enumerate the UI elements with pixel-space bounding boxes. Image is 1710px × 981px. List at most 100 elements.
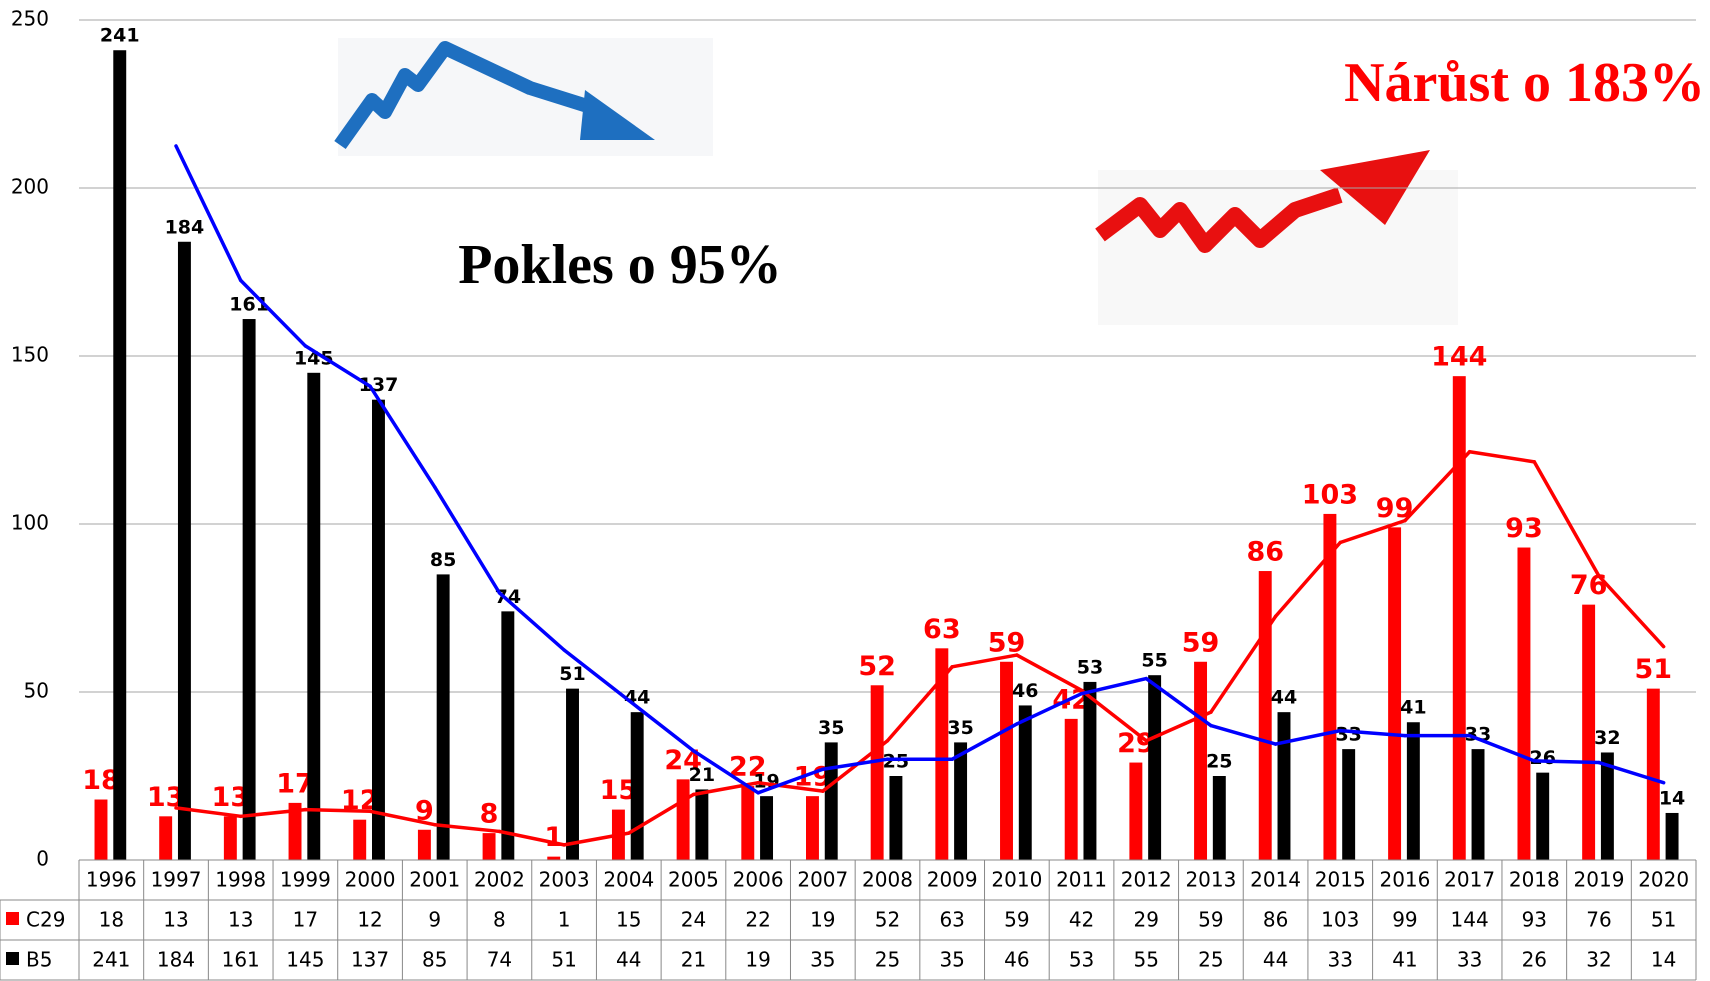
bar	[243, 319, 256, 860]
data-label: 32	[1594, 727, 1620, 749]
data-label: 52	[858, 651, 896, 682]
x-tick-label: 2006	[733, 868, 784, 892]
table-cell: 161	[222, 948, 260, 972]
bar	[1342, 749, 1355, 860]
trend-line	[305, 810, 370, 812]
bar	[353, 820, 366, 860]
bar	[501, 611, 514, 860]
table-cell: 86	[1263, 908, 1288, 932]
bar	[1083, 682, 1096, 860]
table-cell: 25	[875, 948, 900, 972]
bar	[224, 816, 237, 860]
x-tick-label: 2013	[1185, 868, 1236, 892]
bar	[547, 857, 560, 860]
data-label: 25	[1206, 751, 1232, 773]
bar	[483, 833, 496, 860]
x-tick-label: 1998	[215, 868, 266, 892]
x-tick-label: 2002	[474, 868, 525, 892]
data-label: 35	[818, 717, 844, 739]
bar	[1194, 662, 1207, 860]
x-tick-label: 2012	[1121, 868, 1172, 892]
table-cell: 74	[487, 948, 512, 972]
data-label: 53	[1077, 656, 1103, 678]
table-cell: 8	[493, 908, 506, 932]
data-label: 35	[947, 717, 973, 739]
x-tick-label: 2017	[1444, 868, 1495, 892]
bar	[1278, 712, 1291, 860]
table-cell: 63	[939, 908, 964, 932]
table-cell: 41	[1392, 948, 1417, 972]
y-tick-label: 100	[11, 511, 49, 535]
data-label: 33	[1335, 724, 1361, 746]
x-tick-label: 2014	[1250, 868, 1301, 892]
table-cell: 26	[1522, 948, 1547, 972]
bar	[825, 742, 838, 860]
data-label: 44	[1271, 687, 1297, 709]
decline-icon	[338, 38, 713, 156]
data-label: 76	[1570, 570, 1608, 601]
bar	[418, 830, 431, 860]
table-cell: 17	[293, 908, 318, 932]
table-cell: 42	[1069, 908, 1094, 932]
table-cell: 144	[1451, 908, 1489, 932]
table-cell: 59	[1004, 908, 1029, 932]
data-label: 1	[544, 822, 563, 853]
page: {"chart_data": {"type": "bar", "annotati…	[0, 0, 1710, 981]
legend-label: B5	[26, 948, 52, 972]
table-cell: 85	[422, 948, 447, 972]
x-tick-label: 1997	[151, 868, 202, 892]
table-cell: 44	[616, 948, 641, 972]
data-label: 41	[1400, 697, 1426, 719]
table-cell: 29	[1133, 908, 1158, 932]
table-cell: 14	[1651, 948, 1676, 972]
table-cell: 59	[1198, 908, 1223, 932]
bar	[695, 789, 708, 860]
data-label: 25	[883, 751, 909, 773]
trend-line	[1534, 761, 1599, 763]
x-tick-label: 2003	[539, 868, 590, 892]
data-label: 144	[1431, 342, 1487, 373]
x-tick-label: 2001	[409, 868, 460, 892]
bar	[437, 574, 450, 860]
x-tick-label: 2007	[797, 868, 848, 892]
x-tick-label: 2018	[1509, 868, 1560, 892]
y-tick-label: 0	[36, 847, 49, 871]
y-tick-label: 250	[11, 7, 49, 31]
bar	[677, 779, 690, 860]
bar	[1453, 376, 1466, 860]
data-label: 14	[1659, 787, 1685, 809]
bar	[1388, 527, 1401, 860]
table-cell: 76	[1586, 908, 1611, 932]
x-tick-label: 2005	[668, 868, 719, 892]
x-tick-label: 1999	[280, 868, 331, 892]
table-cell: 13	[163, 908, 188, 932]
data-label: 8	[480, 799, 499, 830]
chart: Pokles o 95% Nárůst o 183% 0501001502002…	[0, 0, 1710, 981]
table-cell: 19	[810, 908, 835, 932]
bar	[871, 685, 884, 860]
data-label: 46	[1012, 680, 1038, 702]
bar	[1065, 719, 1078, 860]
table-cell: 35	[939, 948, 964, 972]
annotation: Nárůst o 183%	[1344, 52, 1705, 114]
bar	[889, 776, 902, 860]
table-cell: 12	[357, 908, 382, 932]
bar	[1019, 705, 1032, 860]
annotation: Pokles o 95%	[458, 234, 782, 296]
table-cell: 18	[99, 908, 124, 932]
table-cell: 46	[1004, 948, 1029, 972]
x-tick-label: 2011	[1056, 868, 1107, 892]
data-label: 85	[430, 549, 456, 571]
bar	[159, 816, 172, 860]
table-cell: 9	[428, 908, 441, 932]
bar	[1582, 605, 1595, 860]
data-label: 93	[1505, 513, 1543, 544]
bar	[806, 796, 819, 860]
data-label: 103	[1302, 479, 1358, 510]
table-cell: 103	[1321, 908, 1359, 932]
bar	[631, 712, 644, 860]
data-label: 184	[165, 216, 205, 238]
bar	[178, 242, 191, 860]
data-label: 63	[923, 614, 961, 645]
